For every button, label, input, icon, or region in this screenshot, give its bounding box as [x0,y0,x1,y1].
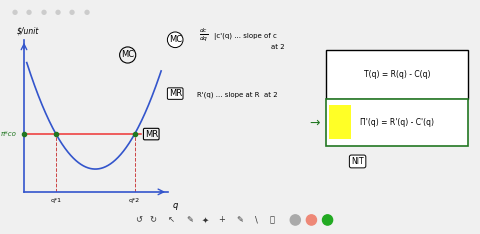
Text: ⬜: ⬜ [270,216,275,224]
Circle shape [323,215,333,225]
Text: ↻: ↻ [149,216,156,224]
Text: $/unit: $/unit [17,26,39,35]
Text: \: \ [255,216,258,224]
Text: MC: MC [168,35,182,44]
Text: ↺: ↺ [135,216,142,224]
Text: +: + [218,216,225,224]
Circle shape [306,215,316,225]
Text: ●: ● [40,9,46,15]
Text: ●: ● [69,9,75,15]
Text: at 2: at 2 [271,44,285,50]
Text: ●: ● [84,9,89,15]
Text: MC: MC [121,51,134,59]
Text: ↖: ↖ [168,216,174,224]
Text: q: q [172,201,178,210]
Circle shape [290,215,300,225]
Text: Π'(q) = R'(q) - C'(q): Π'(q) = R'(q) - C'(q) [360,118,434,127]
Text: →: → [309,116,320,129]
Text: $\frac{dc}{dq}$: $\frac{dc}{dq}$ [199,27,209,44]
Text: MR: MR [144,130,158,139]
Text: ●: ● [12,9,17,15]
Text: R'(q) ... slope at R  at 2: R'(q) ... slope at R at 2 [197,91,277,98]
Text: ✎: ✎ [186,216,193,224]
Text: ●: ● [26,9,32,15]
Text: ✎: ✎ [237,216,243,224]
Text: MR: MR [168,89,182,98]
Text: ✦: ✦ [202,216,209,224]
Text: π*co: π*co [1,131,17,137]
Text: T(q) = R(q) - C(q): T(q) = R(q) - C(q) [364,70,431,79]
Text: q*1: q*1 [50,198,61,203]
Text: NIT: NIT [351,157,364,166]
Text: ●: ● [55,9,60,15]
Text: |c'(q) ... slope of c: |c'(q) ... slope of c [214,33,276,40]
Text: q*2: q*2 [129,198,140,203]
